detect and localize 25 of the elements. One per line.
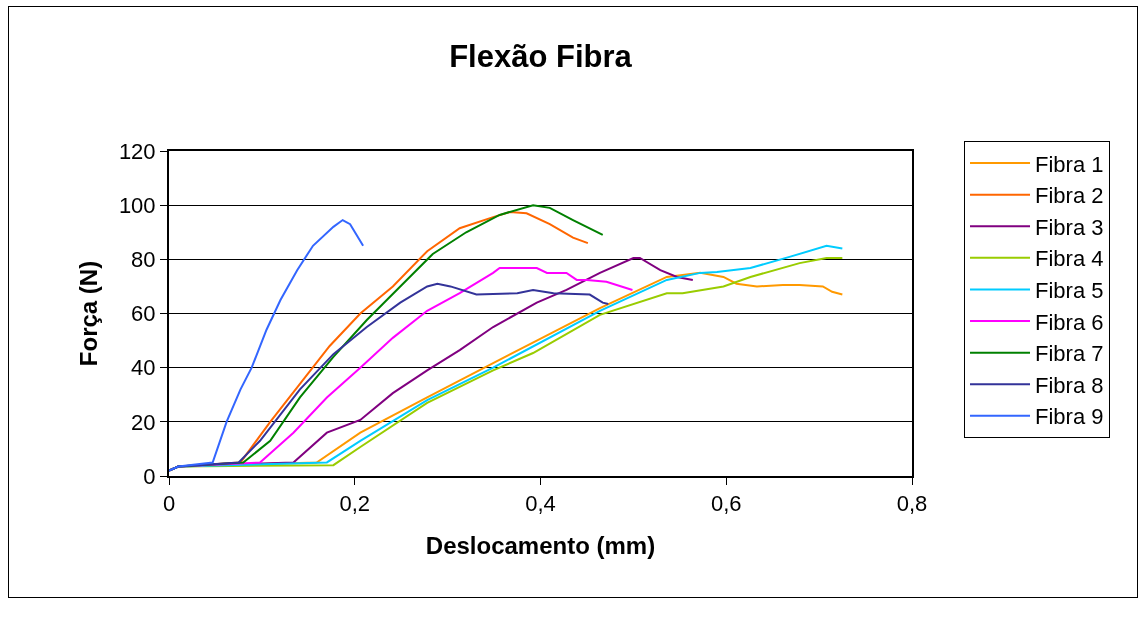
legend-label: Fibra 7 bbox=[1035, 341, 1104, 367]
y-tick-label: 80 bbox=[131, 247, 156, 273]
x-axis-title: Deslocamento (mm) bbox=[425, 532, 656, 560]
legend-label: Fibra 4 bbox=[1035, 246, 1104, 272]
y-tick-label: 100 bbox=[118, 192, 156, 218]
legend-label: Fibra 9 bbox=[1035, 404, 1104, 430]
chart-title: Flexão Fibra bbox=[449, 39, 633, 75]
legend-label: Fibra 1 bbox=[1035, 151, 1104, 177]
x-tick-label: 0,6 bbox=[710, 491, 742, 517]
line-series bbox=[169, 219, 365, 472]
legend-label: Fibra 8 bbox=[1035, 372, 1104, 398]
y-tick-label: 120 bbox=[118, 138, 156, 164]
legend-label: Fibra 6 bbox=[1035, 309, 1104, 335]
y-tick-label: 20 bbox=[131, 409, 156, 435]
y-tick-label: 60 bbox=[131, 301, 156, 327]
legend-label: Fibra 2 bbox=[1035, 183, 1104, 209]
legend-label: Fibra 3 bbox=[1035, 214, 1104, 240]
y-tick-label: 0 bbox=[143, 463, 156, 489]
x-tick-label: 0 bbox=[162, 491, 176, 517]
x-tick-label: 0,2 bbox=[339, 491, 371, 517]
x-tick-label: 0,4 bbox=[525, 491, 556, 517]
y-tick-label: 40 bbox=[131, 355, 156, 381]
y-axis-title: Força (N) bbox=[75, 260, 103, 367]
x-tick-label: 0,8 bbox=[896, 491, 928, 517]
legend-label: Fibra 5 bbox=[1035, 278, 1104, 304]
